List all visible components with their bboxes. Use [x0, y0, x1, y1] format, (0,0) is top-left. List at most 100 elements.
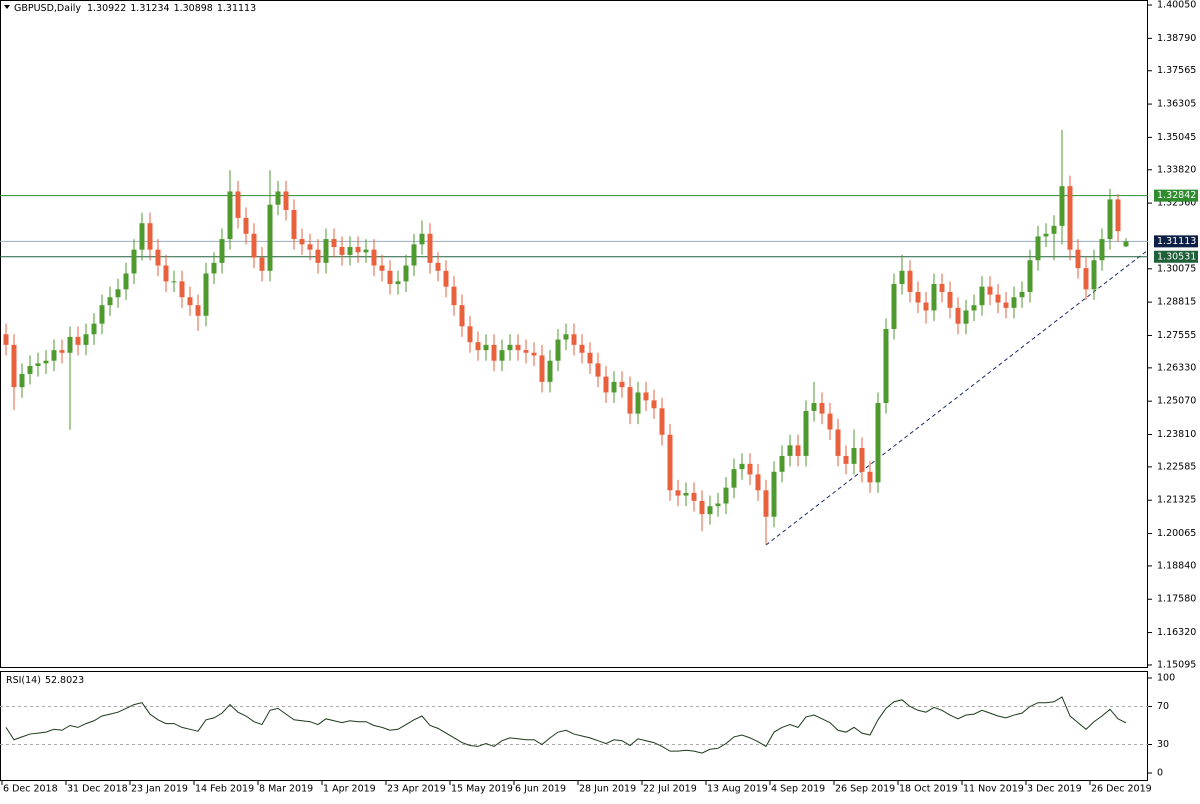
candle-body: [723, 487, 729, 504]
x-tick-label: 11 Nov 2019: [963, 784, 1024, 795]
candle-body: [1011, 297, 1017, 308]
candle-body: [763, 490, 769, 517]
y-tick-label: 1.37565: [1157, 65, 1196, 76]
candle-body: [995, 294, 1001, 303]
candle-body: [243, 217, 249, 234]
candle-body: [1115, 199, 1121, 232]
candle-body: [163, 265, 169, 282]
candle-body: [291, 209, 297, 240]
x-tick-label: 14 Feb 2019: [195, 784, 254, 795]
candle-body: [483, 344, 489, 351]
close-value: 1.31113: [217, 3, 256, 14]
y-tick-label: 1.21325: [1157, 495, 1196, 506]
candle-body: [795, 445, 801, 456]
y-tick-label: 30: [1157, 739, 1169, 750]
candle-body: [467, 326, 473, 343]
candle-body: [275, 191, 281, 205]
candle-body: [115, 289, 121, 298]
x-tick-label: 23 Apr 2019: [387, 784, 446, 795]
candle-body: [811, 403, 817, 411]
menu-arrow[interactable]: [4, 5, 10, 9]
candle-body: [371, 249, 377, 266]
candle-body: [299, 239, 305, 245]
candle-body: [155, 249, 161, 266]
rsi-header: RSI(14) 52.8023: [6, 675, 84, 686]
candle-body: [563, 334, 569, 340]
candle-body: [11, 344, 17, 388]
candle-body: [851, 447, 857, 464]
candle-body: [475, 342, 481, 351]
candle-body: [803, 410, 809, 456]
candle-body: [347, 246, 353, 255]
candle-body: [731, 469, 737, 488]
candle-body: [619, 381, 625, 388]
candle-body: [147, 223, 153, 250]
candle-body: [179, 281, 185, 298]
candle-body: [915, 291, 921, 303]
y-tick-label: 1.40050: [1157, 0, 1196, 11]
price-level-label: 1.31113: [1157, 236, 1196, 247]
candle-body: [643, 392, 649, 401]
x-tick-label: 6 Dec 2018: [3, 784, 58, 795]
x-tick-label: 4 Sep 2019: [771, 784, 825, 795]
y-tick-label: 1.17580: [1157, 594, 1196, 605]
candle-body: [91, 323, 97, 335]
rsi-panel: [0, 671, 1148, 781]
candle-body: [83, 334, 89, 345]
y-tick-label: 1.23810: [1157, 429, 1196, 440]
y-tick-label: 1.20065: [1157, 528, 1196, 539]
candle-body: [515, 344, 521, 351]
candle-body: [1051, 225, 1057, 234]
candle-body: [899, 270, 905, 285]
candle-body: [1043, 233, 1049, 237]
candle-body: [315, 249, 321, 263]
candle-body: [395, 281, 401, 285]
y-tick-label: 1.33820: [1157, 164, 1196, 175]
candle-body: [235, 191, 241, 218]
candle-body: [531, 352, 537, 356]
y-tick-label: 1.30075: [1157, 263, 1196, 274]
low-value: 1.30898: [174, 3, 213, 14]
candle-body: [387, 270, 393, 285]
candle-body: [571, 334, 577, 345]
y-tick-label: 1.16320: [1157, 627, 1196, 638]
candle-body: [75, 336, 81, 345]
candle-body: [27, 365, 33, 374]
candle-body: [931, 284, 937, 311]
candle-body: [459, 305, 465, 327]
candle-body: [1091, 260, 1097, 290]
price-level-label: 1.30531: [1157, 251, 1196, 262]
candle-body: [875, 403, 881, 483]
y-tick-label: 1.18840: [1157, 560, 1196, 571]
y-tick-label: 1.15095: [1157, 659, 1196, 670]
y-tick-label: 1.27555: [1157, 330, 1196, 341]
candle-body: [1027, 260, 1033, 292]
candle-body: [123, 273, 129, 290]
y-tick-label: 1.26330: [1157, 362, 1196, 373]
candle-body: [499, 350, 505, 361]
x-tick-label: 26 Dec 2019: [1091, 784, 1152, 795]
candle-body: [1019, 291, 1025, 298]
candle-body: [939, 284, 945, 292]
candle-body: [139, 223, 145, 250]
candle-body: [923, 302, 929, 311]
x-tick-label: 18 Oct 2019: [899, 784, 958, 795]
candle-body: [35, 363, 41, 366]
y-tick-label: 1.36305: [1157, 99, 1196, 110]
y-tick-label: 1.28815: [1157, 297, 1196, 308]
candle-body: [659, 408, 665, 435]
candle-body: [307, 244, 313, 250]
candle-body: [683, 492, 689, 496]
candle-body: [419, 233, 425, 245]
candle-body: [1107, 199, 1113, 240]
x-tick-label: 6 Jun 2019: [515, 784, 566, 795]
candle-body: [979, 286, 985, 306]
price-level-box: [1154, 235, 1198, 248]
candle-body: [747, 463, 753, 475]
candle-body: [867, 471, 873, 483]
candle-body: [707, 506, 713, 515]
candle-body: [339, 246, 345, 255]
candle-body: [955, 307, 961, 324]
x-tick-label: 13 Aug 2019: [707, 784, 768, 795]
candle-body: [611, 381, 617, 393]
